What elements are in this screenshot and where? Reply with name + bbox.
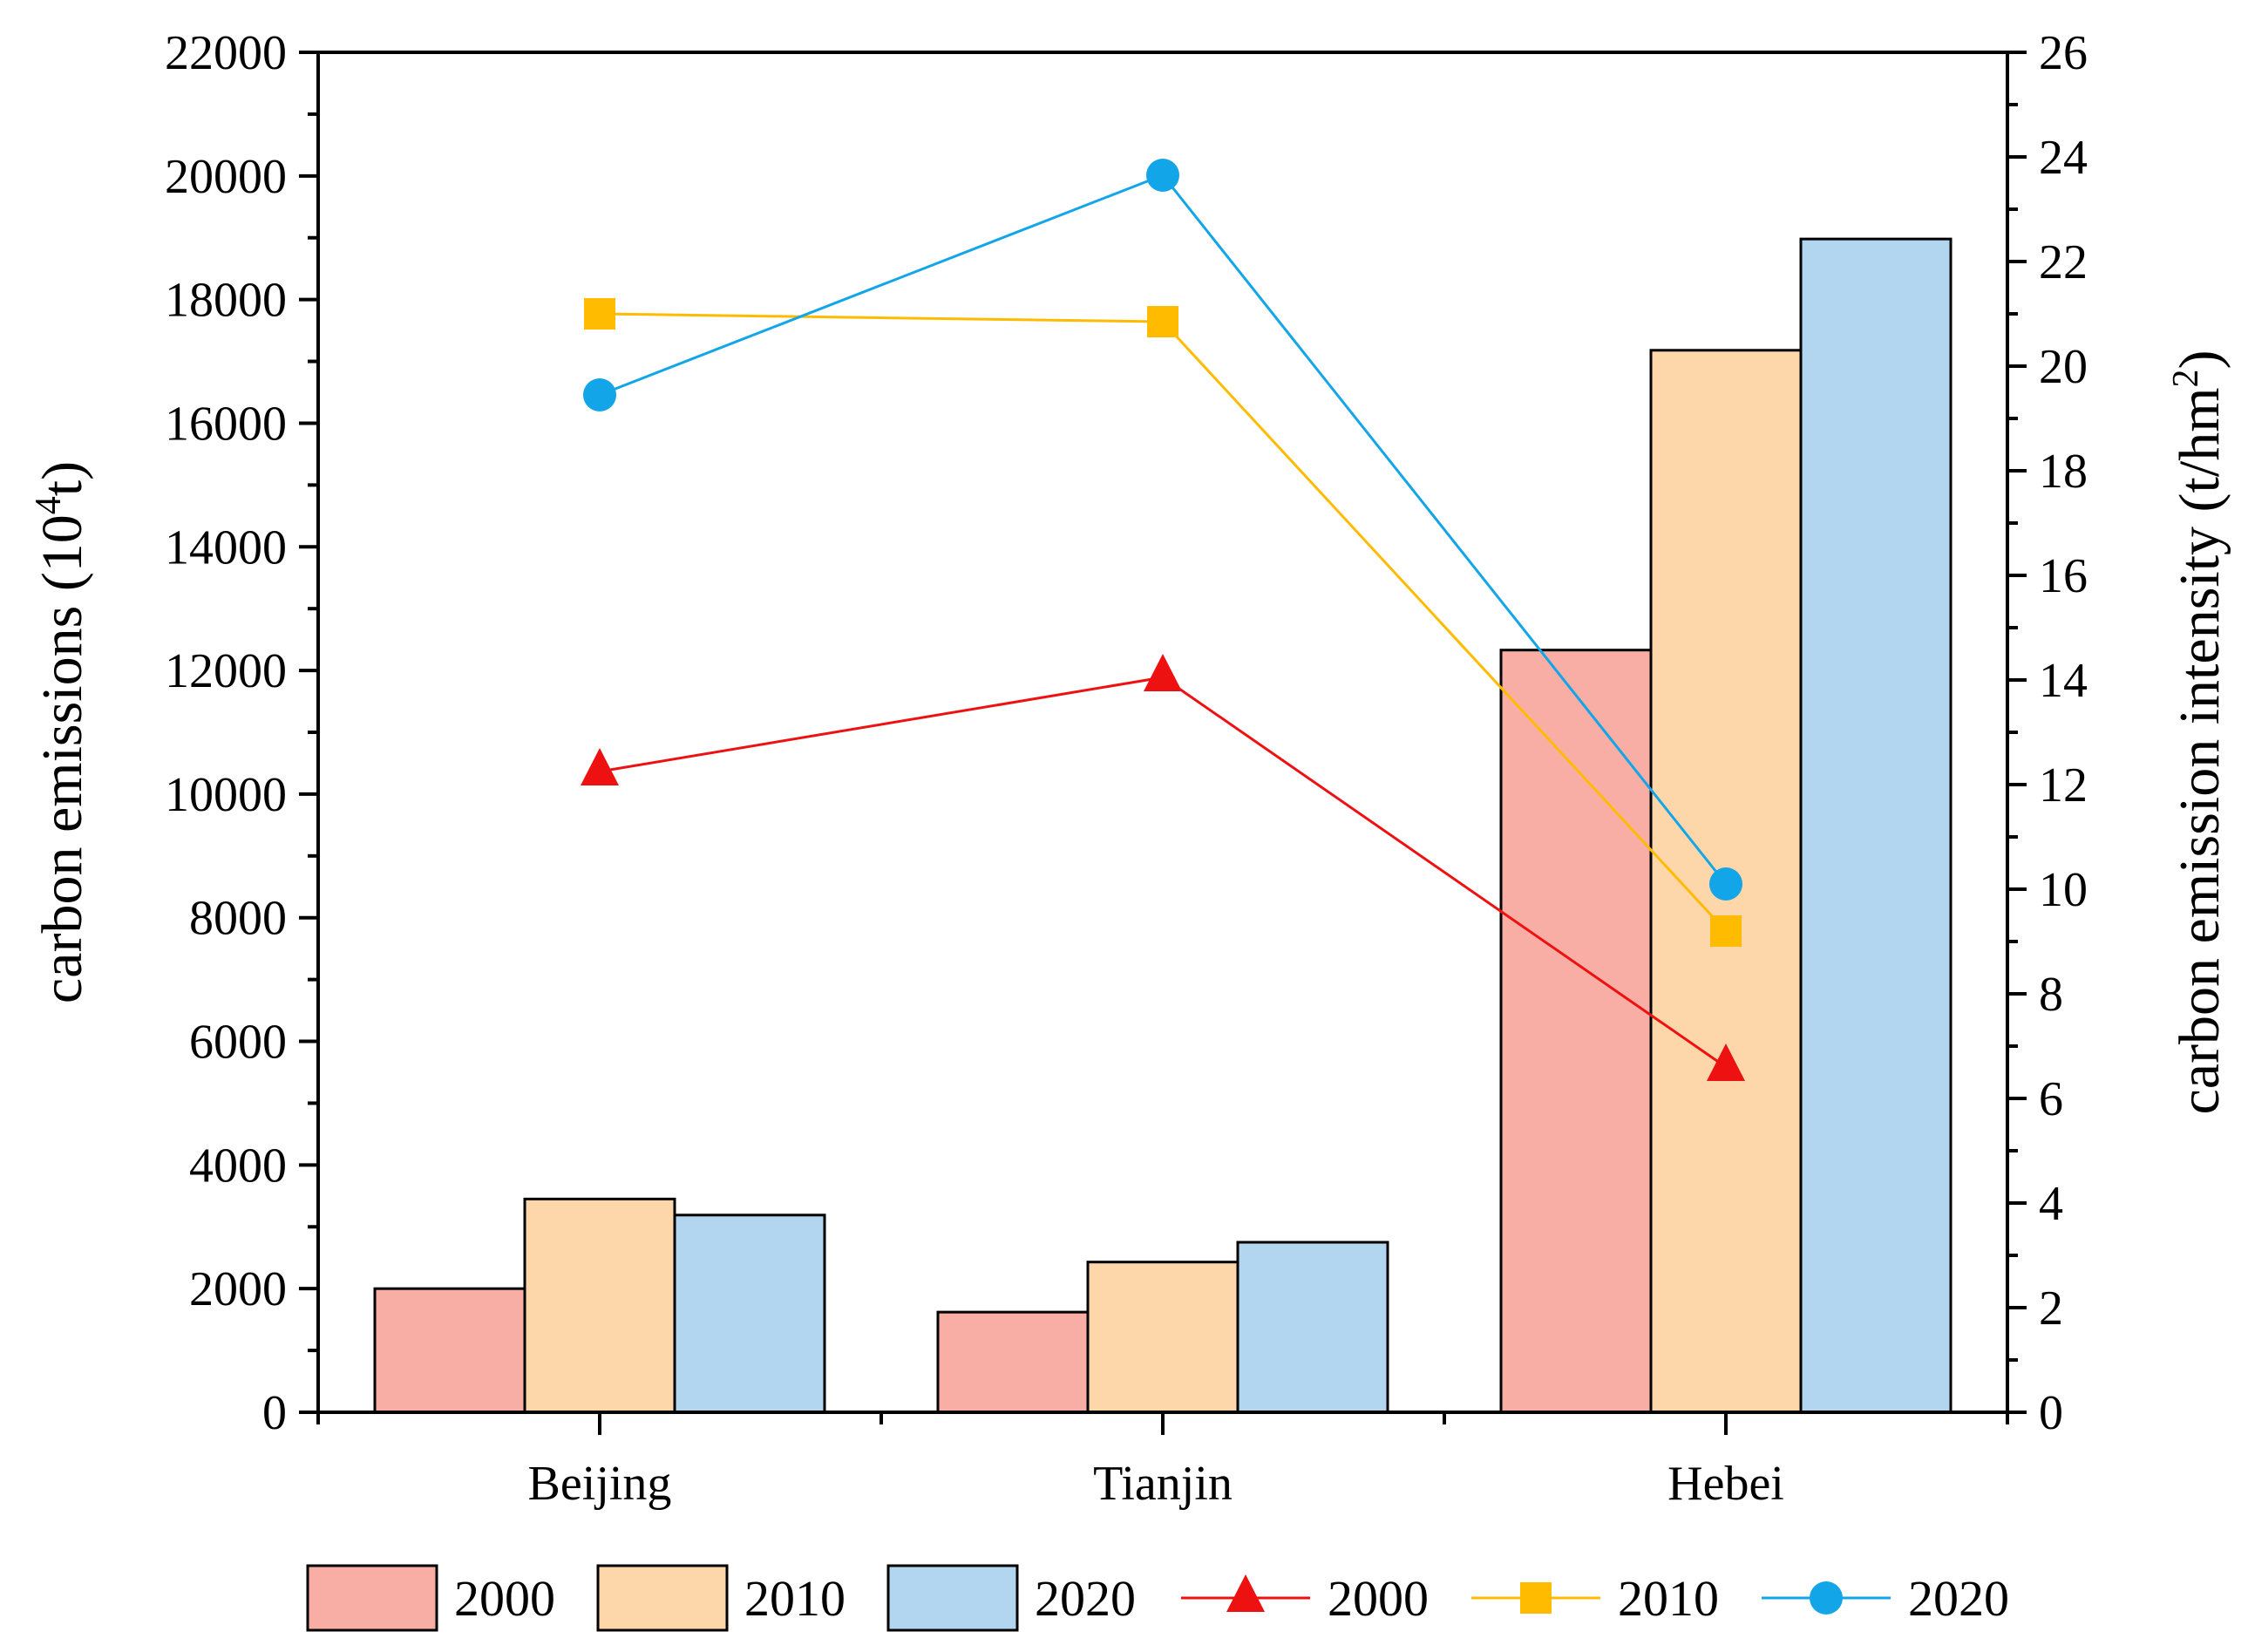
legend-label-line-2000: 2000 xyxy=(1328,1570,1429,1627)
left-tick-label: 14000 xyxy=(165,520,287,574)
right-tick-label: 16 xyxy=(2039,549,2088,603)
right-tick-label: 4 xyxy=(2039,1177,2063,1231)
left-tick-label: 6000 xyxy=(189,1016,287,1070)
bar-2000-beijing xyxy=(373,1287,526,1414)
axes-layer: 0200040006000800010000120001400016000180… xyxy=(29,26,2231,1511)
left-tick-label: 16000 xyxy=(165,397,287,451)
legend-swatch-bar-2000 xyxy=(306,1564,438,1632)
bar-2020-beijing xyxy=(673,1214,826,1414)
left-tick-label: 22000 xyxy=(165,26,287,80)
right-tick-label: 14 xyxy=(2039,654,2088,708)
left-tick-label: 4000 xyxy=(189,1139,287,1193)
legend-swatch-bar-2020 xyxy=(886,1564,1019,1632)
left-tick-label: 12000 xyxy=(165,644,287,698)
right-tick-label: 6 xyxy=(2039,1072,2063,1126)
legend-label-bar-2000: 2000 xyxy=(454,1570,555,1627)
right-tick-label: 8 xyxy=(2039,968,2063,1022)
legend-label-bar-2020: 2020 xyxy=(1035,1570,1136,1627)
left-tick-label: 20000 xyxy=(165,150,287,204)
legend-label-line-2020: 2020 xyxy=(1908,1570,2009,1627)
x-tick-label-beijing: Beijing xyxy=(528,1457,672,1511)
right-tick-label: 18 xyxy=(2039,445,2088,499)
left-axis-title: carbon emissions (104t) xyxy=(29,461,94,1003)
legend-marker-2020 xyxy=(1810,1581,1843,1615)
point-2000-beijing xyxy=(581,748,619,785)
point-2020-beijing xyxy=(583,378,616,411)
left-tick-label: 18000 xyxy=(165,274,287,328)
legend-marker-2010 xyxy=(1520,1582,1552,1614)
lines-layer xyxy=(581,159,1745,1081)
bar-2020-hebei xyxy=(1799,237,1953,1414)
legend-marker-2000 xyxy=(1226,1574,1265,1612)
x-tick-label-tianjin: Tianjin xyxy=(1093,1457,1233,1511)
bar-2010-beijing xyxy=(523,1197,676,1414)
left-tick-label: 10000 xyxy=(165,768,287,822)
bar-2020-tianjin xyxy=(1236,1241,1389,1414)
point-2010-tianjin xyxy=(1147,306,1178,337)
legend-label-line-2010: 2010 xyxy=(1618,1570,1719,1627)
left-tick-label: 2000 xyxy=(189,1262,287,1316)
x-tick-label-hebei: Hebei xyxy=(1667,1457,1784,1511)
point-2010-beijing xyxy=(584,298,615,330)
bar-2000-hebei xyxy=(1499,649,1653,1414)
right-tick-label: 22 xyxy=(2039,235,2088,289)
right-tick-label: 12 xyxy=(2039,758,2088,812)
right-tick-label: 10 xyxy=(2039,863,2088,917)
legend-label-bar-2010: 2010 xyxy=(744,1570,846,1627)
right-tick-label: 24 xyxy=(2039,131,2088,185)
point-2020-tianjin xyxy=(1146,159,1179,192)
left-tick-label: 0 xyxy=(262,1386,287,1440)
point-2010-hebei xyxy=(1710,915,1742,947)
right-axis-title: carbon emission intensity (t/hm2) xyxy=(2166,350,2231,1114)
point-2000-hebei xyxy=(1707,1044,1745,1081)
point-2000-tianjin xyxy=(1144,654,1182,691)
left-tick-label: 8000 xyxy=(189,892,287,946)
bar-2000-tianjin xyxy=(936,1310,1090,1414)
bar-2010-tianjin xyxy=(1086,1261,1239,1414)
legend-swatch-bar-2010 xyxy=(596,1564,729,1632)
right-tick-label: 26 xyxy=(2039,26,2088,80)
right-tick-label: 20 xyxy=(2039,340,2088,394)
right-tick-label: 2 xyxy=(2039,1281,2063,1336)
bars-layer xyxy=(373,237,1953,1414)
legend: 2000 2010 2020 2000 2010 2020 xyxy=(306,1564,2009,1632)
point-2020-hebei xyxy=(1709,867,1742,901)
right-tick-label: 0 xyxy=(2039,1386,2063,1440)
